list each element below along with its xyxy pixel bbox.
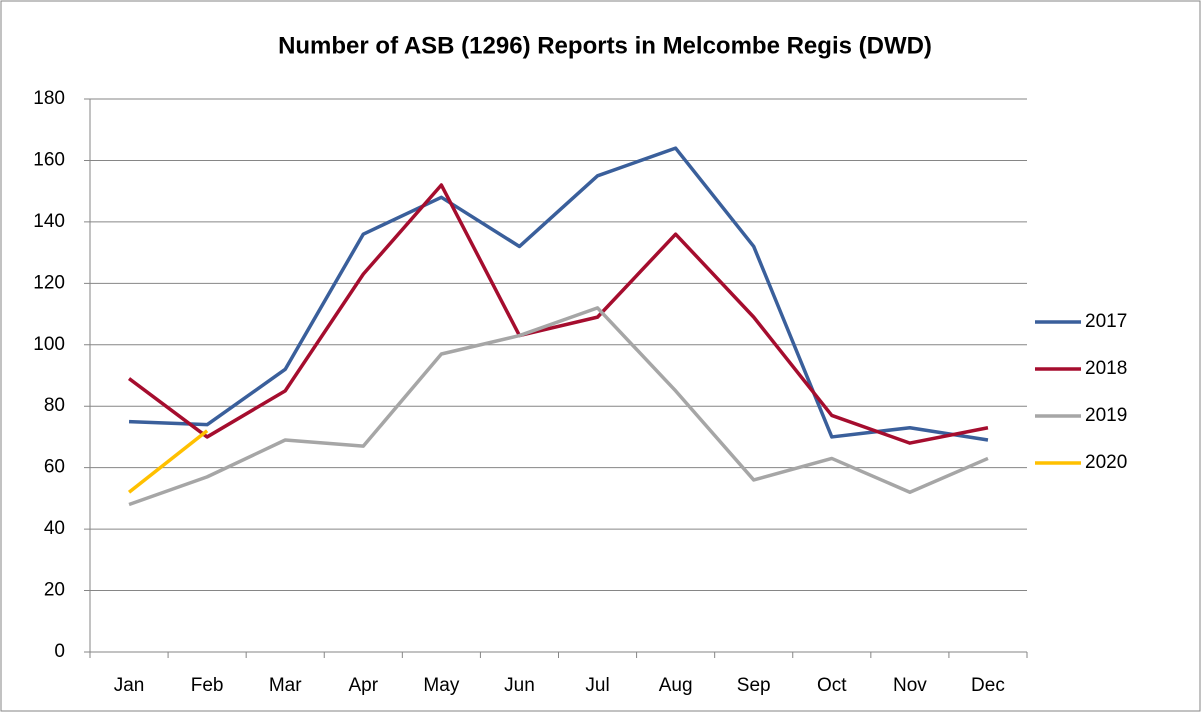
series-line bbox=[127, 429, 209, 494]
legend-label: 2020 bbox=[1085, 452, 1127, 473]
y-tick-label: 60 bbox=[44, 457, 65, 478]
x-tick-label: May bbox=[423, 675, 459, 696]
series-line bbox=[128, 146, 989, 442]
x-tick-label: Apr bbox=[349, 675, 379, 696]
y-tick-label: 0 bbox=[54, 641, 65, 662]
y-tick-label: 100 bbox=[33, 334, 65, 355]
x-tick-label: Nov bbox=[893, 675, 927, 696]
x-tick-label: Mar bbox=[269, 675, 302, 696]
series-line bbox=[128, 306, 989, 507]
x-tick-label: Jun bbox=[504, 675, 535, 696]
chart-title: Number of ASB (1296) Reports in Melcombe… bbox=[278, 32, 932, 59]
y-tick-label: 160 bbox=[33, 149, 65, 170]
x-tick-label: Aug bbox=[659, 675, 693, 696]
x-tick-label: Jan bbox=[114, 675, 145, 696]
x-tick-label: Oct bbox=[817, 675, 847, 696]
x-tick-label: Feb bbox=[191, 675, 224, 696]
y-tick-label: 140 bbox=[33, 211, 65, 232]
y-tick-label: 180 bbox=[33, 88, 65, 109]
legend-label: 2018 bbox=[1085, 358, 1127, 379]
legend-label: 2017 bbox=[1085, 311, 1127, 332]
series-line bbox=[127, 183, 989, 445]
x-tick-label: Sep bbox=[737, 675, 771, 696]
y-tick-label: 40 bbox=[44, 518, 65, 539]
y-tick-label: 20 bbox=[44, 580, 65, 601]
x-tick-label: Jul bbox=[585, 675, 609, 696]
legend-label: 2019 bbox=[1085, 405, 1127, 426]
y-tick-label: 120 bbox=[33, 272, 65, 293]
y-tick-label: 80 bbox=[44, 395, 65, 416]
x-tick-label: Dec bbox=[971, 675, 1005, 696]
